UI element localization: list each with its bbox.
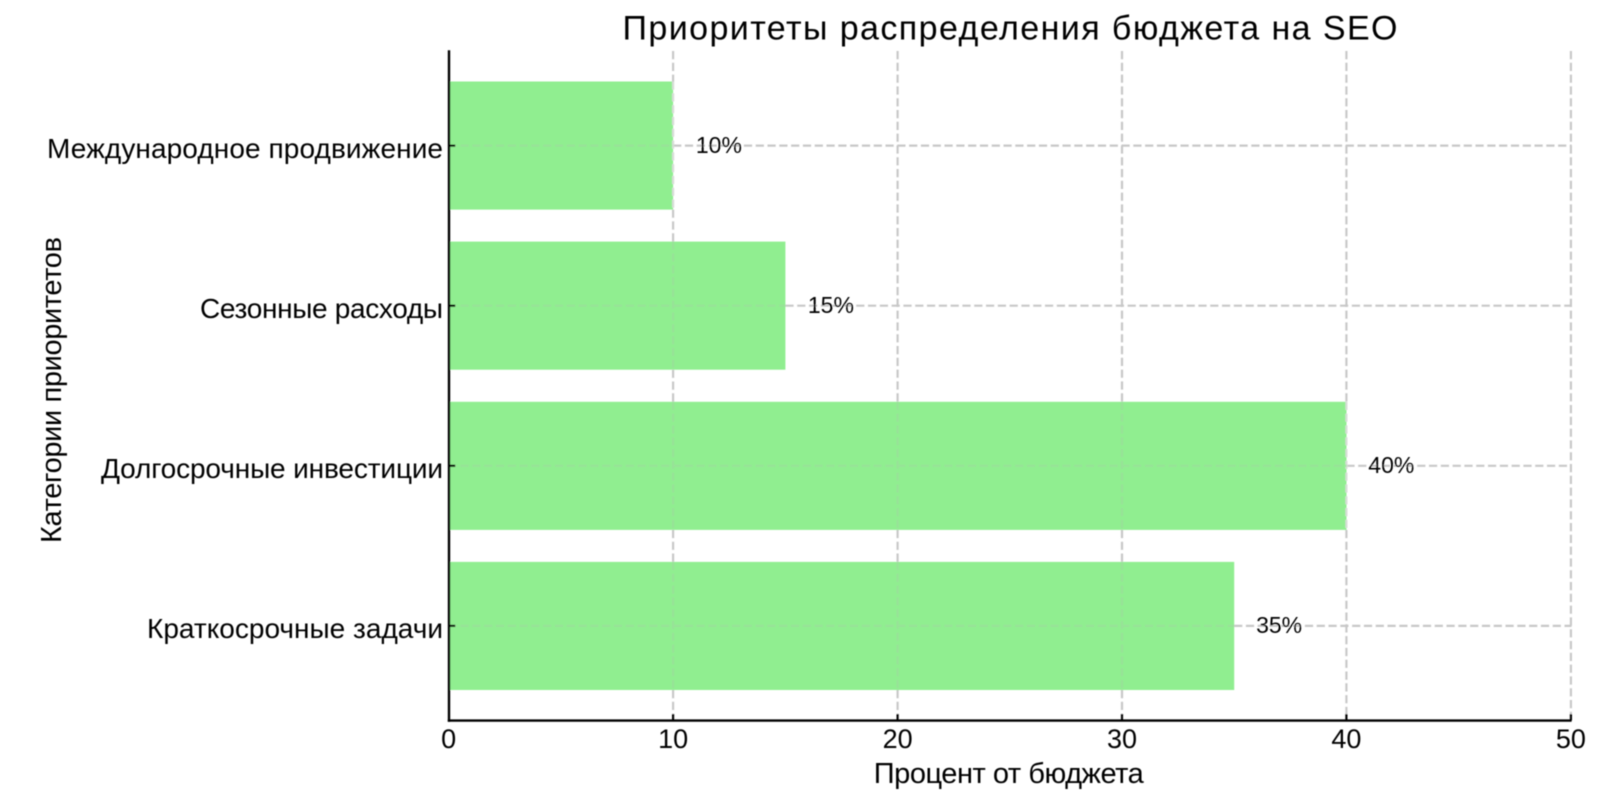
svg-text:30: 30 (1107, 724, 1137, 754)
svg-text:Категории приоритетов: Категории приоритетов (36, 237, 68, 543)
svg-text:50: 50 (1556, 724, 1586, 754)
svg-text:Сезонные расходы: Сезонные расходы (200, 293, 443, 324)
svg-text:Приоритеты распределения бюдже: Приоритеты распределения бюджета на SEO (623, 10, 1398, 48)
svg-text:Краткосрочные задачи: Краткосрочные задачи (147, 613, 443, 644)
svg-text:40: 40 (1331, 724, 1361, 754)
svg-text:10: 10 (658, 724, 688, 754)
svg-text:20: 20 (883, 724, 913, 754)
svg-text:0: 0 (441, 724, 456, 754)
svg-text:10%: 10% (696, 132, 742, 158)
svg-text:15%: 15% (808, 292, 854, 318)
svg-text:Международное продвижение: Международное продвижение (47, 133, 443, 164)
svg-text:Процент от бюджета: Процент от бюджета (874, 758, 1145, 790)
svg-text:40%: 40% (1368, 452, 1414, 478)
svg-text:Долгосрочные инвестиции: Долгосрочные инвестиции (101, 453, 443, 484)
svg-text:35%: 35% (1256, 612, 1302, 638)
